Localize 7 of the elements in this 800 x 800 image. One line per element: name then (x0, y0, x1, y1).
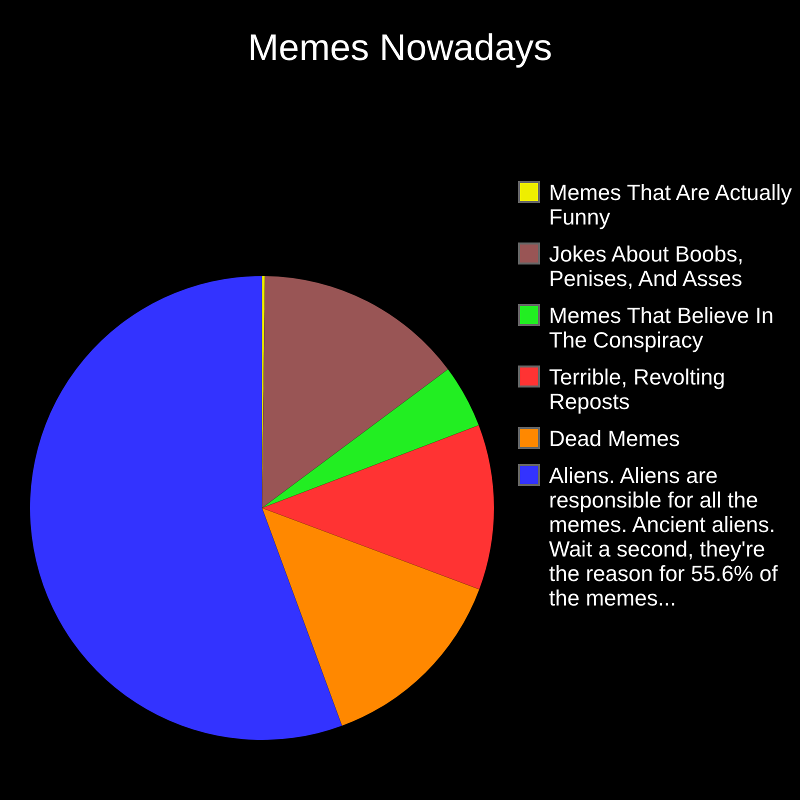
legend-label: Dead Memes (549, 426, 680, 451)
legend-label: Aliens. Aliens are responsible for all the memes. Ancient aliens. Wait a second, they're the reason for 55.6% of the memes... (549, 463, 779, 610)
legend-label: Terrible, Revolting Reposts (549, 364, 726, 414)
legend-label: Jokes About Boobs, Penises, And Asses (549, 242, 744, 291)
legend-label: Memes That Believe In The Conspiracy (549, 303, 774, 352)
chart-title: Memes Nowadays (248, 27, 552, 68)
legend-label: Memes That Are Actually Funny (549, 180, 792, 230)
